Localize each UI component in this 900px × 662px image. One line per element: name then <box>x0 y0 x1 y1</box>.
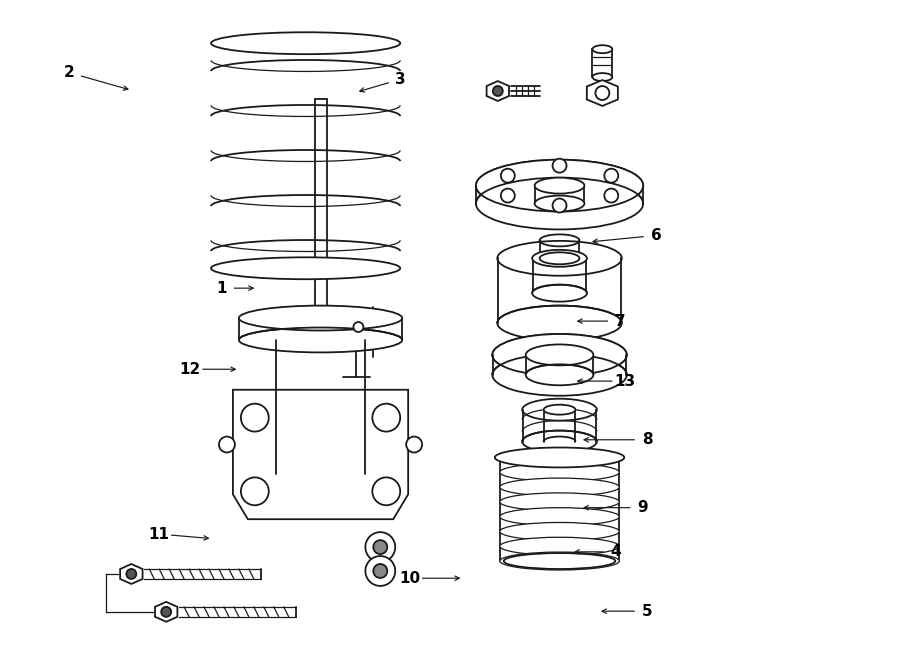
Circle shape <box>219 436 235 453</box>
Ellipse shape <box>498 306 622 340</box>
Ellipse shape <box>532 250 587 267</box>
Circle shape <box>500 189 515 203</box>
Ellipse shape <box>500 448 619 467</box>
Ellipse shape <box>522 399 597 420</box>
Circle shape <box>553 199 566 213</box>
Circle shape <box>374 564 387 578</box>
Ellipse shape <box>492 334 626 376</box>
Polygon shape <box>233 390 409 519</box>
Circle shape <box>604 169 618 183</box>
Ellipse shape <box>492 334 626 376</box>
Ellipse shape <box>544 404 575 414</box>
Text: 13: 13 <box>614 373 635 389</box>
Circle shape <box>406 436 422 453</box>
Ellipse shape <box>238 328 402 352</box>
Ellipse shape <box>476 177 644 230</box>
Circle shape <box>241 477 269 505</box>
Polygon shape <box>487 81 509 101</box>
Ellipse shape <box>500 522 619 540</box>
Ellipse shape <box>540 252 580 264</box>
Circle shape <box>241 404 269 432</box>
Ellipse shape <box>495 448 625 467</box>
Text: 7: 7 <box>615 314 626 328</box>
Ellipse shape <box>535 195 584 211</box>
Ellipse shape <box>498 241 622 276</box>
Ellipse shape <box>500 538 619 555</box>
Ellipse shape <box>211 32 400 54</box>
Circle shape <box>374 540 387 554</box>
Polygon shape <box>155 602 177 622</box>
Ellipse shape <box>535 177 584 193</box>
Text: 10: 10 <box>399 571 420 586</box>
Circle shape <box>354 322 364 332</box>
Ellipse shape <box>476 160 644 211</box>
Ellipse shape <box>500 463 619 481</box>
Ellipse shape <box>500 493 619 511</box>
Polygon shape <box>587 80 618 106</box>
Ellipse shape <box>532 285 587 302</box>
Ellipse shape <box>592 73 612 81</box>
Text: 3: 3 <box>395 71 406 87</box>
Ellipse shape <box>492 354 626 396</box>
Text: 9: 9 <box>637 500 648 515</box>
Ellipse shape <box>500 508 619 526</box>
Ellipse shape <box>592 45 612 53</box>
Text: 4: 4 <box>610 544 621 559</box>
Circle shape <box>604 189 618 203</box>
Circle shape <box>365 532 395 562</box>
Ellipse shape <box>238 306 402 330</box>
Circle shape <box>365 556 395 586</box>
Ellipse shape <box>476 160 644 211</box>
Text: 12: 12 <box>179 361 201 377</box>
Ellipse shape <box>526 344 593 365</box>
Circle shape <box>161 607 171 617</box>
Text: 6: 6 <box>651 228 661 243</box>
Polygon shape <box>120 564 142 584</box>
Circle shape <box>500 169 515 183</box>
Circle shape <box>373 477 400 505</box>
Text: 11: 11 <box>148 526 169 542</box>
Text: 2: 2 <box>64 65 75 80</box>
Circle shape <box>126 569 136 579</box>
Text: 5: 5 <box>642 604 652 619</box>
Ellipse shape <box>504 553 616 569</box>
Text: 1: 1 <box>216 281 227 296</box>
Circle shape <box>553 159 566 173</box>
Circle shape <box>493 86 503 96</box>
Ellipse shape <box>211 258 400 279</box>
Ellipse shape <box>500 478 619 496</box>
Circle shape <box>373 404 400 432</box>
Ellipse shape <box>500 552 619 570</box>
Ellipse shape <box>526 364 593 385</box>
Ellipse shape <box>522 430 597 453</box>
Circle shape <box>596 86 609 100</box>
Text: 8: 8 <box>642 432 652 448</box>
